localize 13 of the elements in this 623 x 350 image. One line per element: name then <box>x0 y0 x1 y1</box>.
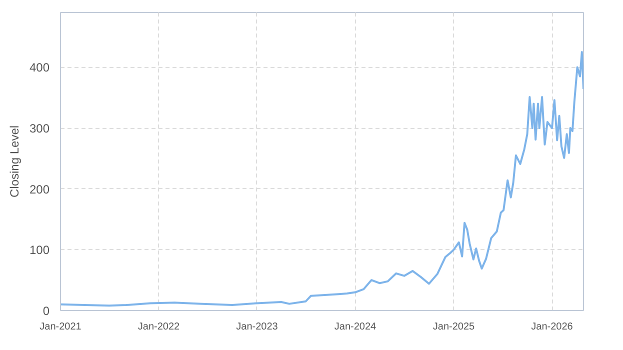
x-tick-label: Jan-2023 <box>236 322 278 332</box>
y-tick-label: 0 <box>42 304 50 318</box>
x-tick-label: Jan-2026 <box>531 322 574 332</box>
y-tick-label: 400 <box>29 60 50 75</box>
y-tick-label: 200 <box>29 182 50 196</box>
y-axis-title: Closing Level <box>7 125 22 198</box>
y-tick-label: 300 <box>29 122 50 136</box>
x-tick-label: Jan-2024 <box>334 322 377 332</box>
line-series <box>60 51 584 307</box>
x-tick-label: Jan-2025 <box>432 322 476 332</box>
x-tick-label: Jan-2021 <box>40 322 82 332</box>
x-tick-label: Jan-2022 <box>138 322 180 332</box>
y-tick-label: 100 <box>29 243 50 258</box>
